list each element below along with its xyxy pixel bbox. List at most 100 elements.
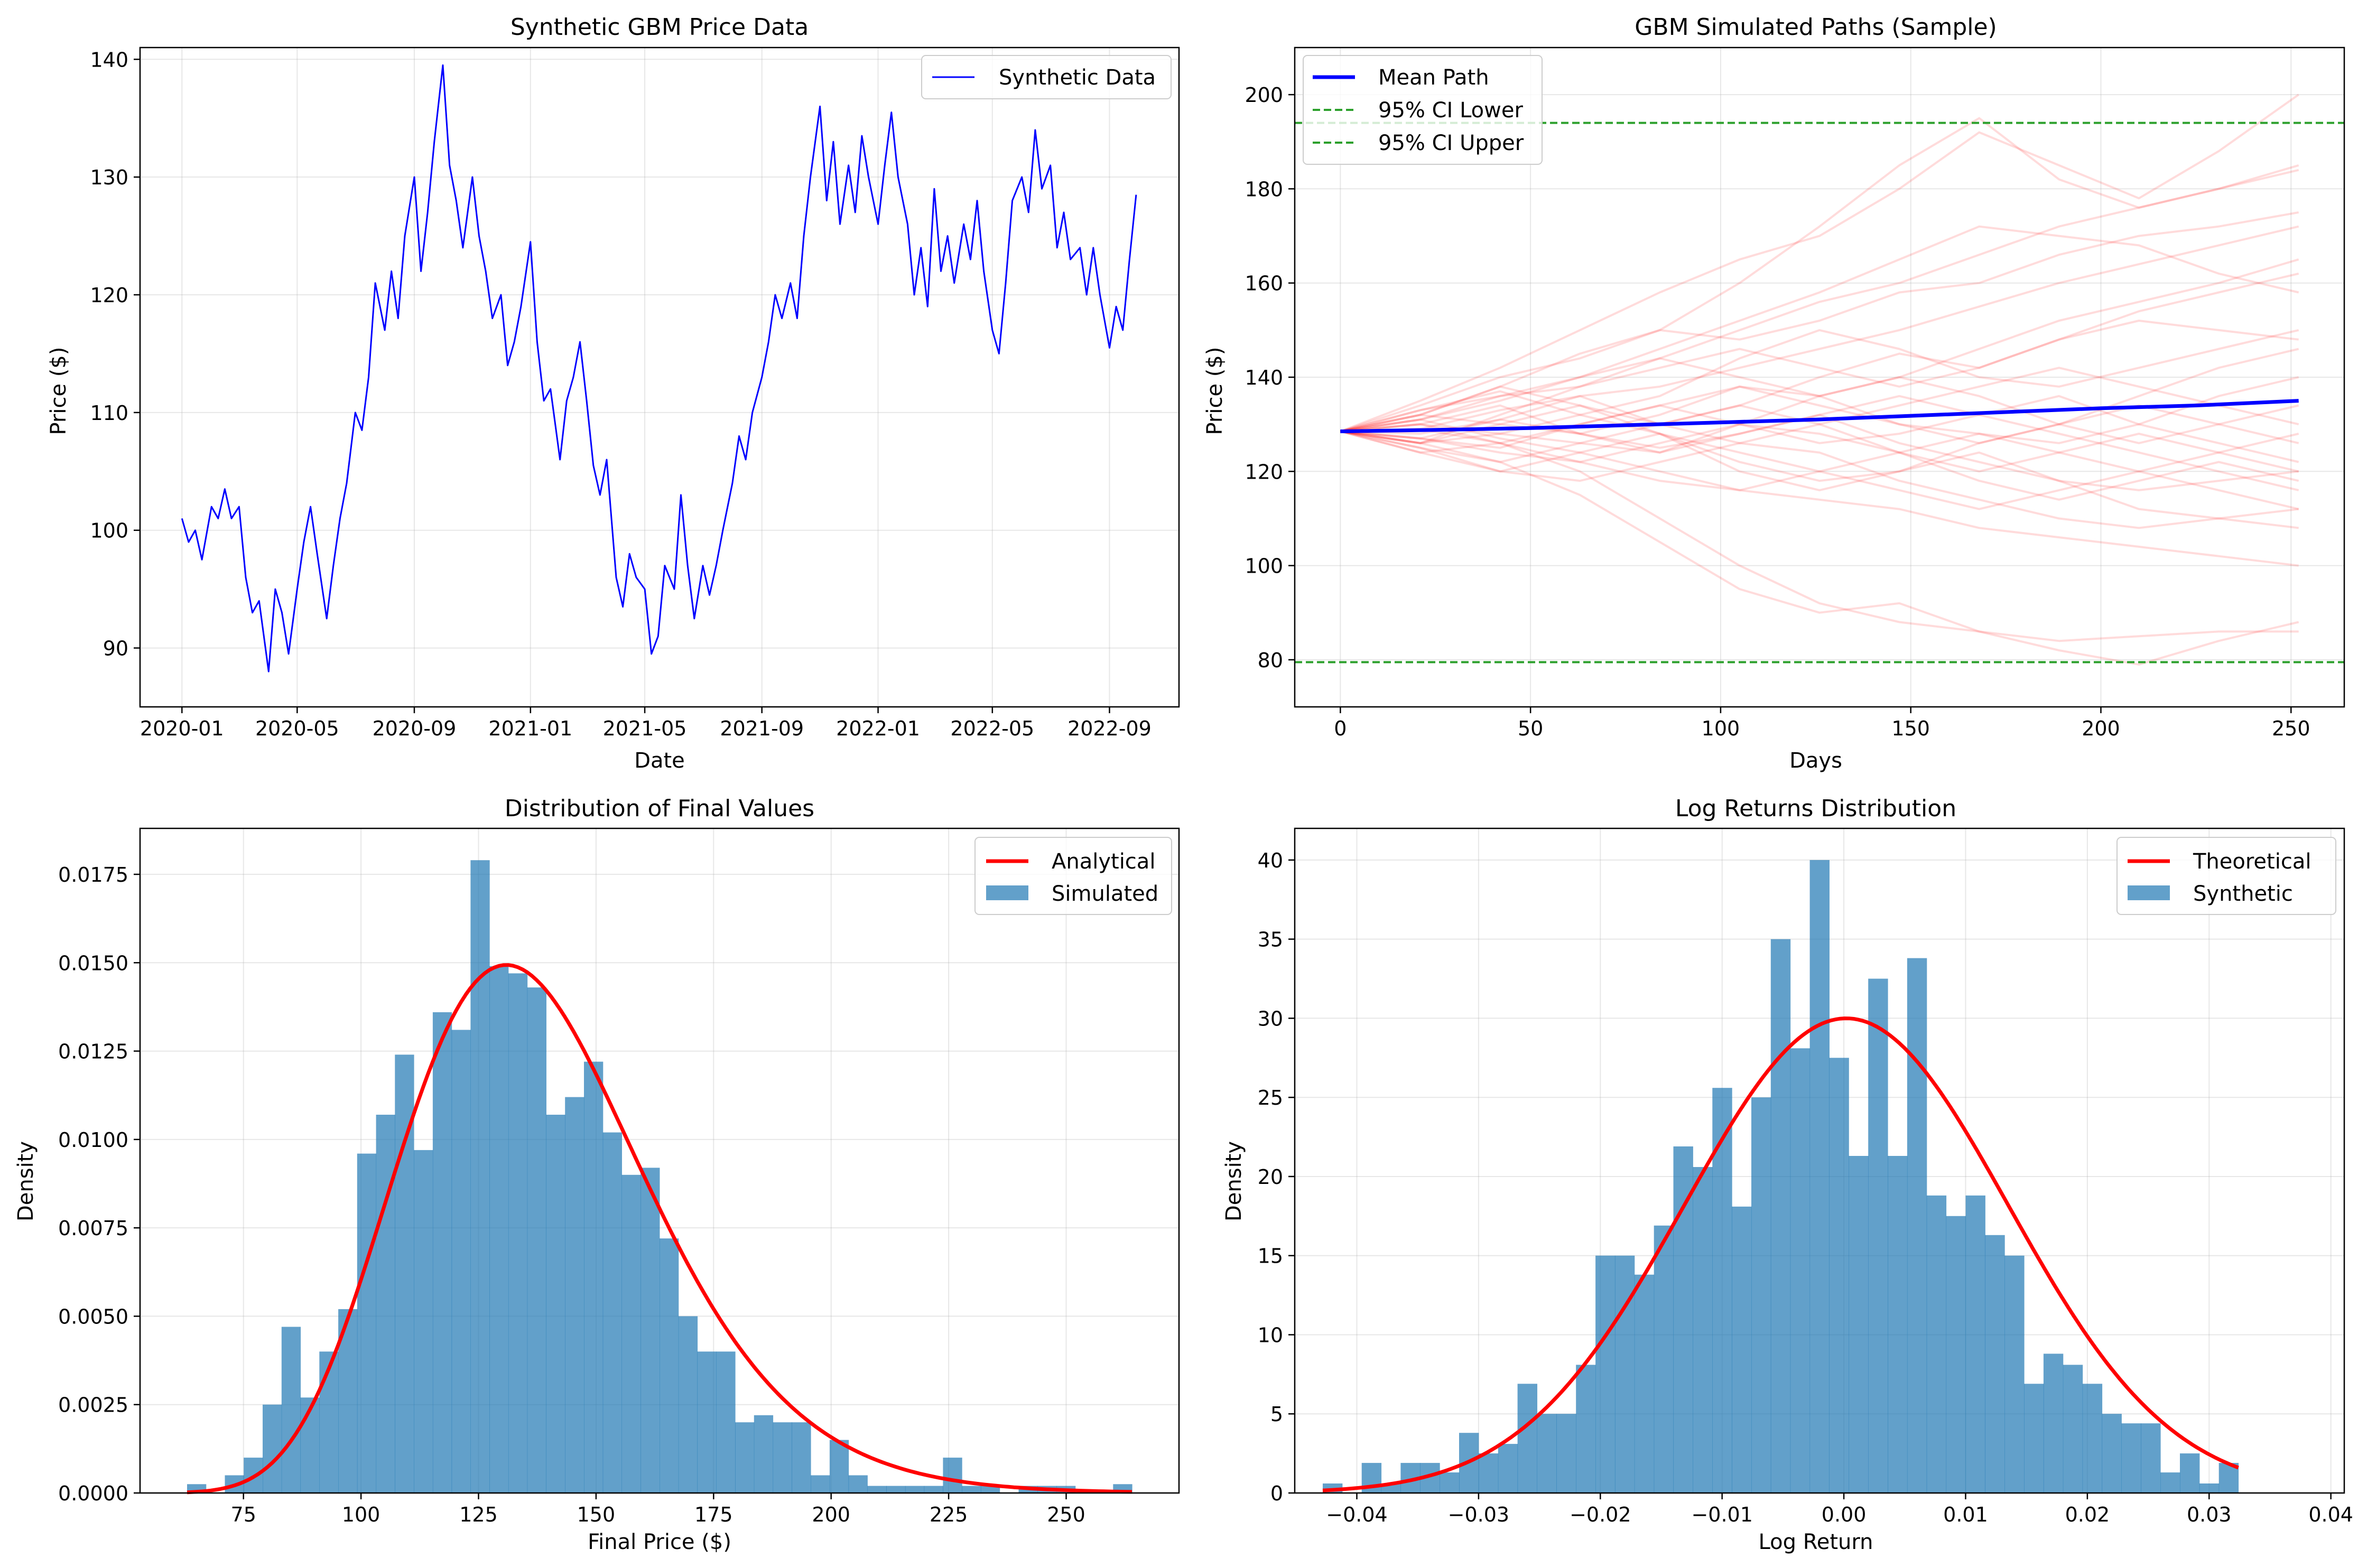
histogram-bar: [1634, 1274, 1655, 1493]
sample-path-line: [1340, 225, 2299, 440]
histogram-bar: [527, 987, 546, 1493]
x-tick-label: 150: [577, 1503, 616, 1526]
density-curve-line: [1322, 1016, 2239, 1492]
sample-path-line: [1340, 430, 2299, 666]
x-tick-label: 0.02: [2065, 1503, 2110, 1526]
x-axis-label: Date: [634, 749, 685, 773]
sample-path-line: [1340, 395, 2299, 463]
sample-path-line: [1340, 418, 2299, 510]
legend-bar-swatch: [986, 885, 1028, 900]
y-tick-label: 120: [1245, 460, 1283, 483]
histogram-bar: [1907, 958, 1927, 1493]
y-axis-label: Density: [1222, 1141, 1246, 1221]
x-tick-label: 150: [1891, 717, 1930, 740]
y-tick-label: 10: [1258, 1323, 1283, 1347]
ticks: 2020-01 2020-05 2020-09 2021-01 2021-05 2021-…: [90, 48, 1151, 740]
histogram-bar: [660, 1238, 679, 1493]
sample-path-line: [1340, 404, 2299, 501]
legend: Analytical Simulated: [974, 837, 1172, 915]
legend-label-mean-path: Mean Path: [1378, 66, 1489, 90]
y-tick-label: 130: [90, 166, 128, 189]
histogram-bar: [508, 973, 528, 1493]
histogram-bar: [678, 1316, 698, 1493]
y-tick-label: 100: [1245, 555, 1283, 578]
histogram-bar: [1790, 1048, 1811, 1493]
histogram-bar: [1829, 1058, 1849, 1493]
sample-path-line: [1340, 94, 2299, 433]
histogram-bar: [2160, 1472, 2180, 1493]
sample-path-line: [1340, 348, 2299, 449]
histogram-bar: [980, 1486, 1000, 1493]
x-tick-label: 2021-01: [488, 717, 572, 740]
histogram-bar: [1946, 1216, 1966, 1493]
plot-marks: [181, 64, 1137, 673]
histogram-bar: [1537, 1414, 1557, 1493]
y-tick-label: 0.0075: [58, 1217, 128, 1240]
x-tick-label: 2022-01: [836, 717, 920, 740]
plot-marks: [1322, 860, 2239, 1493]
histogram-bar: [376, 1115, 395, 1493]
histogram-bar: [924, 1486, 943, 1493]
x-tick-label: 50: [1518, 717, 1543, 740]
sample-path-line: [1340, 430, 2299, 529]
histogram-bar: [905, 1486, 925, 1493]
histogram-bar: [584, 1061, 604, 1493]
histogram-bar: [2102, 1414, 2122, 1493]
legend: Mean Path 95% CI Lower 95% CI Upper: [1303, 55, 1543, 165]
series-line-synthetic-data: [181, 64, 1137, 673]
histogram-bar: [263, 1404, 282, 1493]
histogram-bar: [1926, 1195, 1947, 1493]
histogram-bar: [489, 966, 509, 1493]
histogram-bar: [962, 1486, 981, 1493]
histogram-bar: [414, 1150, 433, 1493]
sample-path-line: [1340, 423, 2299, 473]
y-tick-label: 0.0125: [58, 1040, 128, 1063]
y-tick-label: 90: [103, 637, 128, 660]
y-tick-label: 0.0175: [58, 863, 128, 886]
ticks: 75 100 125 150 175 200 225 250 0.0000 0.0025 0.005…: [58, 863, 1085, 1526]
chart-price-data: Synthetic GBM Price Data Date Price ($) …: [47, 14, 1180, 773]
ticks: −0.04 −0.03 −0.02 −0.01 0.00 0.01 0.02 0.03 0.04…: [1258, 849, 2353, 1526]
legend-box: [2116, 837, 2336, 915]
y-tick-label: 25: [1258, 1086, 1283, 1109]
histogram-bar: [2180, 1453, 2200, 1493]
histogram-bar: [811, 1475, 830, 1493]
sample-path-line: [1340, 272, 2299, 433]
histogram-bar: [1809, 860, 1830, 1493]
x-tick-label: 0.01: [1943, 1503, 1988, 1526]
x-tick-label: 2022-05: [950, 717, 1034, 740]
histogram-bar: [1693, 1167, 1713, 1493]
x-tick-label: 75: [231, 1503, 256, 1526]
histogram-bar: [1517, 1384, 1537, 1493]
y-tick-label: 200: [1245, 83, 1283, 107]
legend-label-synthetic-data: Synthetic Data: [999, 66, 1156, 90]
histogram-bar: [1595, 1255, 1616, 1493]
x-axis-label: Days: [1789, 749, 1842, 773]
y-tick-label: 30: [1258, 1007, 1283, 1030]
x-tick-label: 2020-09: [373, 717, 457, 740]
histogram-bar: [602, 1132, 622, 1493]
sample-path-line: [1340, 258, 2299, 433]
histogram-bar: [621, 1174, 641, 1493]
histogram-bar: [2141, 1423, 2161, 1493]
sample-path-line: [1340, 117, 2299, 433]
chart-log-returns: Log Returns Distribution Log Return Dens…: [1222, 795, 2353, 1554]
x-tick-label: −0.01: [1691, 1503, 1752, 1526]
x-tick-label: 2022-09: [1067, 717, 1152, 740]
sample-path-line: [1340, 404, 2299, 510]
y-tick-label: 20: [1258, 1165, 1283, 1189]
histogram-bar: [2121, 1423, 2141, 1493]
y-axis-label: Density: [14, 1141, 38, 1221]
histogram-bar: [1868, 978, 1888, 1493]
histogram-bar: [300, 1397, 320, 1493]
y-tick-label: 15: [1258, 1245, 1283, 1268]
histogram-bar: [1712, 1088, 1732, 1493]
histogram-bar: [432, 1012, 452, 1493]
legend-label-ci-upper: 95% CI Upper: [1378, 131, 1524, 155]
y-tick-label: 0.0100: [58, 1128, 128, 1152]
chart-title: GBM Simulated Paths (Sample): [1635, 14, 1997, 41]
histogram-bar: [357, 1153, 377, 1493]
y-tick-label: 0.0025: [58, 1394, 128, 1417]
histogram-bar: [2004, 1255, 2025, 1493]
